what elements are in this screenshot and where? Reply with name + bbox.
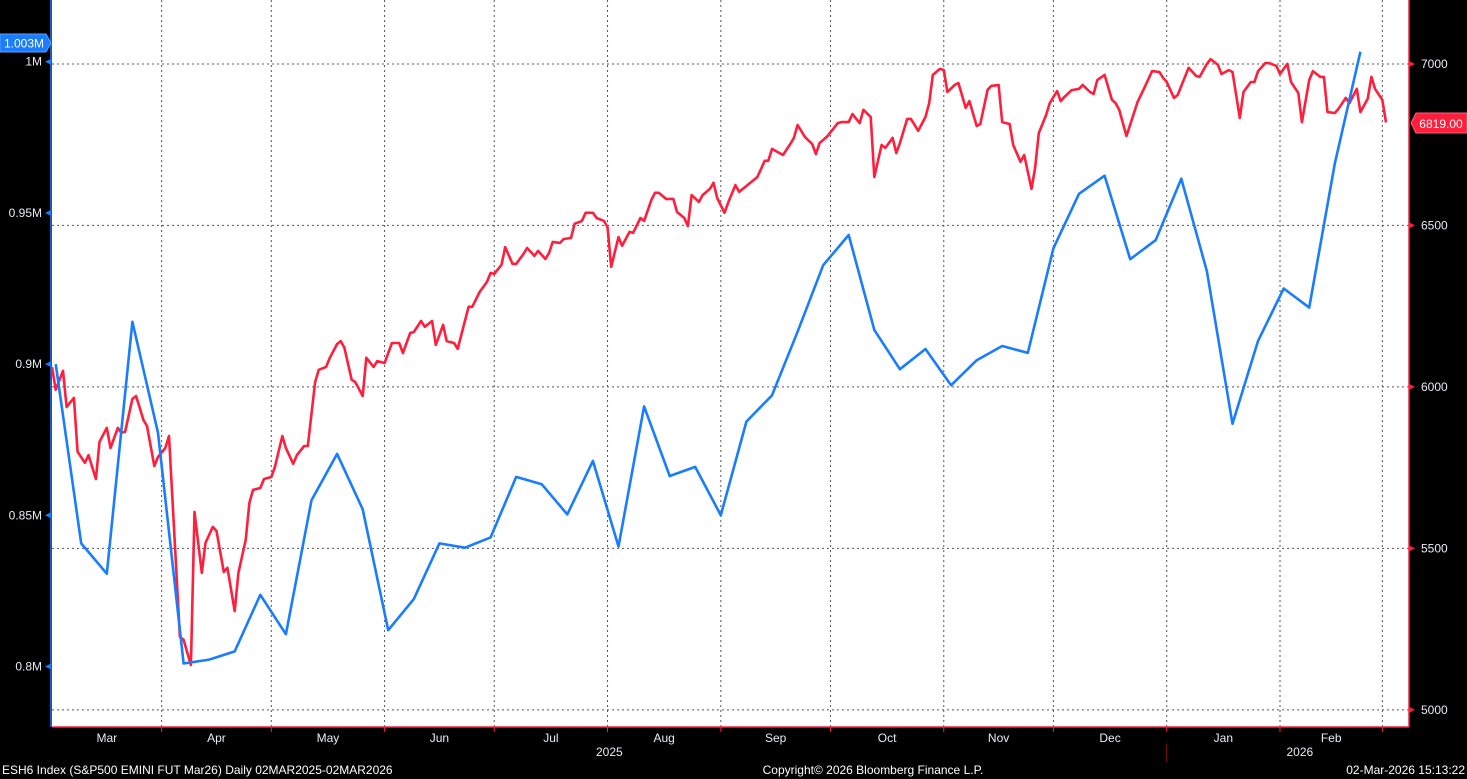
x-tick-label: Oct [878, 731, 897, 745]
x-tick-label: Jul [543, 731, 558, 745]
left-tick-arrow [45, 209, 51, 216]
x-tick-label: Mar [96, 731, 117, 745]
left-tick-arrow [45, 663, 51, 670]
x-tick-label: Jan [1214, 731, 1233, 745]
year-label: 2025 [596, 745, 623, 759]
left-series-line [54, 51, 1362, 665]
year-label: 2026 [1287, 745, 1314, 759]
x-tick-label: Nov [988, 731, 1009, 745]
x-tick-label: Aug [653, 731, 674, 745]
left-tick-label: 0.95M [9, 206, 42, 220]
right-series-line [50, 57, 1388, 667]
x-tick-label: May [317, 731, 340, 745]
footer-copyright: Copyright© 2026 Bloomberg Finance L.P. [763, 763, 984, 777]
x-tick-label: Feb [1321, 731, 1342, 745]
plot-area [52, 0, 1409, 727]
right-tick-label: 5000 [1421, 703, 1448, 717]
left-tick-label: 0.85M [9, 508, 42, 522]
right-tick-arrow [1409, 60, 1415, 67]
x-tick-label: Sep [765, 731, 787, 745]
right-tick-arrow [1409, 545, 1415, 552]
left-last-value: 1.003M [4, 37, 44, 51]
series-lines [50, 51, 1388, 667]
left-tick-label: 0.9M [15, 357, 42, 371]
right-last-value-badge: 6819.00 [1410, 112, 1467, 134]
right-tick-arrow [1409, 383, 1415, 390]
right-tick-label: 6000 [1421, 380, 1448, 394]
right-tick-label: 7000 [1421, 57, 1448, 71]
grid [52, 0, 1409, 727]
x-tick-label: Jun [430, 731, 449, 745]
x-tick-label: Apr [207, 731, 226, 745]
footer-timestamp: 02-Mar-2026 15:13:22 [1346, 763, 1465, 777]
right-tick-arrow [1409, 706, 1415, 713]
right-tick-label: 6500 [1421, 218, 1448, 232]
right-axis: 7000 6500 6000 5500 5000 [1409, 57, 1448, 717]
left-last-value-badge: 1.003M [0, 33, 52, 53]
left-axis: 1M 0.95M 0.9M 0.85M 0.8M [9, 55, 51, 674]
right-last-value: 6819.00 [1419, 117, 1463, 131]
left-tick-label: 1M [25, 55, 42, 69]
x-axis: Mar Apr May Jun Jul Aug Sep Oct Nov Dec Jan Feb 2025… [96, 727, 1383, 762]
x-tick-label: Dec [1099, 731, 1120, 745]
right-tick-arrow [1409, 222, 1415, 229]
footer-security: ESH6 Index (S&P500 EMINI FUT Mar26) Dail… [2, 763, 393, 777]
left-tick-arrow [45, 361, 51, 368]
left-tick-arrow [45, 512, 51, 519]
left-tick-label: 0.8M [15, 660, 42, 674]
left-tick-arrow [45, 58, 51, 65]
right-tick-label: 5500 [1421, 541, 1448, 555]
